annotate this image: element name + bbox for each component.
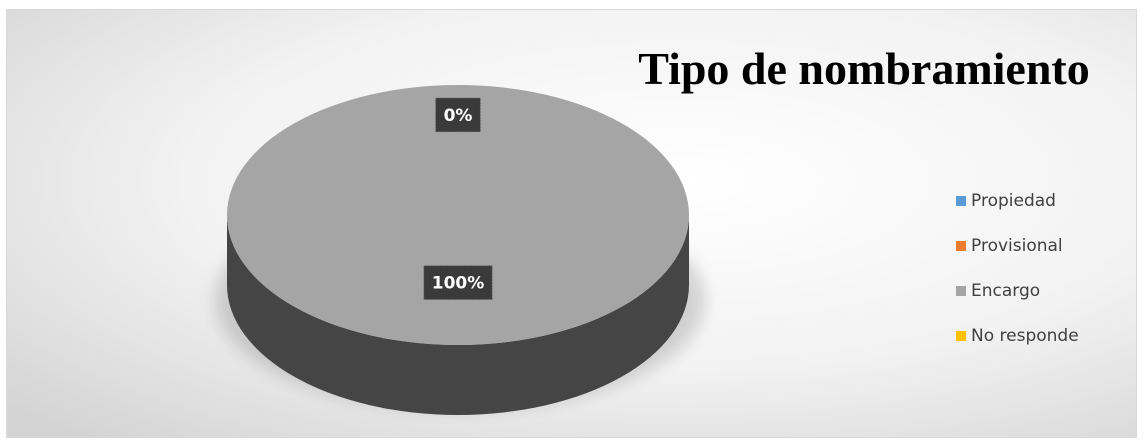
data-label-text: 100% — [432, 274, 485, 294]
data-label-text: 0% — [444, 106, 473, 126]
legend-label: Provisional — [971, 236, 1063, 256]
legend-swatch — [956, 331, 966, 341]
pie-slice — [227, 85, 689, 345]
legend: Propiedad Provisional Encargo No responde — [956, 191, 1079, 346]
pie-slice-side — [227, 215, 689, 415]
data-labels: 0% 100% — [423, 97, 493, 301]
pie — [227, 85, 689, 415]
legend-swatch — [956, 196, 966, 206]
data-label-box — [423, 265, 493, 301]
legend-label: No responde — [971, 326, 1079, 346]
data-label-box — [435, 97, 481, 133]
chart-title: Tipo de nombramiento — [638, 43, 1090, 94]
legend-label: Propiedad — [971, 191, 1056, 211]
data-label: 100% — [423, 265, 493, 301]
legend-swatch — [956, 286, 966, 296]
legend-label: Encargo — [971, 281, 1040, 301]
data-label: 0% — [435, 97, 481, 133]
legend-swatch — [956, 241, 966, 251]
